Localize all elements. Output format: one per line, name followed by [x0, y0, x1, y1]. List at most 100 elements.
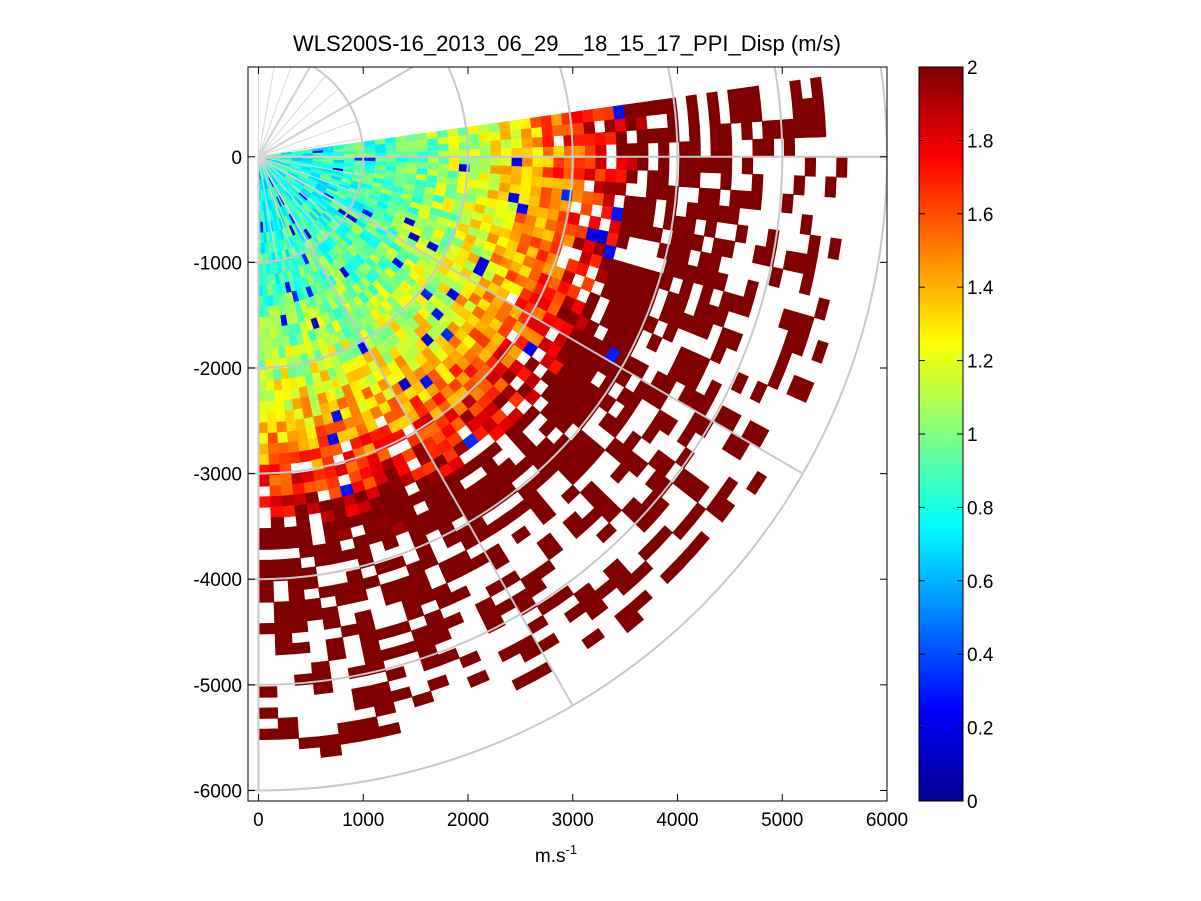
fine-spoke — [258, 156, 340, 226]
data-cell — [641, 211, 656, 228]
data-cell — [501, 147, 513, 158]
data-cell — [574, 156, 586, 169]
data-cell — [258, 380, 267, 392]
data-cell — [605, 131, 617, 145]
data-cell — [322, 616, 342, 630]
x-tick-label: 4000 — [656, 810, 698, 831]
data-cell — [485, 441, 503, 459]
data-cell — [258, 622, 276, 635]
fine-spoke — [258, 67, 311, 158]
x-axis-label: m.s-1 — [535, 842, 577, 867]
data-cell — [291, 472, 305, 485]
data-cell — [284, 409, 296, 422]
data-cell — [264, 327, 272, 339]
data-cell — [633, 196, 647, 212]
data-cell — [614, 181, 627, 196]
data-cell — [581, 109, 595, 123]
y-tick-label: -5000 — [193, 676, 242, 697]
data-cell — [258, 686, 278, 698]
data-cell — [510, 174, 523, 185]
data-cell — [687, 531, 710, 555]
data-cell — [529, 185, 543, 198]
data-cell — [278, 442, 290, 455]
data-cell — [688, 125, 701, 142]
data-cell — [427, 162, 439, 170]
data-cell — [720, 156, 733, 174]
data-cell — [542, 146, 555, 158]
data-cell — [258, 422, 269, 434]
data-cell — [729, 189, 742, 209]
data-cell — [270, 516, 285, 529]
data-cell — [306, 501, 322, 515]
data-cell — [594, 168, 607, 182]
data-cell — [542, 135, 555, 148]
data-cell — [258, 475, 271, 487]
data-cell — [498, 182, 511, 193]
data-cell — [269, 474, 282, 487]
data-cell — [319, 744, 343, 758]
data-cell — [604, 118, 617, 133]
data-cell — [646, 170, 659, 186]
data-cell — [572, 121, 585, 135]
data-cell — [635, 115, 648, 131]
data-cell — [468, 133, 481, 143]
data-cell — [415, 132, 428, 141]
data-cell — [265, 369, 275, 381]
data-cell — [273, 611, 292, 624]
data-cell — [490, 164, 502, 175]
data-cell — [626, 156, 639, 171]
data-cell — [567, 211, 581, 226]
data-cell — [605, 168, 617, 183]
data-cell — [572, 178, 585, 192]
data-cell — [827, 237, 842, 261]
data-cell — [729, 105, 742, 124]
data-cell — [469, 156, 481, 165]
data-cell — [551, 124, 564, 137]
data-cell — [644, 197, 657, 214]
data-cell — [678, 156, 691, 173]
colorbar-tick-label: 0 — [967, 792, 978, 813]
fine-spoke — [258, 156, 295, 257]
fine-spoke — [258, 75, 327, 158]
y-tick-label: -1000 — [193, 253, 242, 274]
data-cell — [266, 411, 278, 424]
data-cell — [571, 189, 584, 203]
data-cell — [290, 620, 309, 634]
data-cell — [813, 297, 831, 321]
data-cell — [783, 137, 796, 158]
data-cell — [683, 216, 697, 235]
data-cell — [275, 643, 294, 656]
data-cell — [658, 141, 670, 158]
data-cell — [595, 156, 607, 170]
data-cell — [427, 143, 439, 152]
data-cell — [277, 716, 299, 730]
data-cell — [687, 109, 700, 127]
data-cell — [542, 166, 555, 178]
data-cell — [521, 156, 534, 167]
data-cell — [761, 120, 774, 140]
colorbar-tick-label: 0.2 — [967, 719, 993, 740]
data-cell — [267, 432, 279, 445]
data-cell — [430, 628, 452, 646]
data-cell — [801, 97, 815, 119]
data-cell — [406, 161, 418, 169]
colorbar — [918, 66, 964, 802]
data-cell — [656, 184, 669, 201]
data-cell — [592, 191, 605, 206]
data-cell — [292, 482, 306, 496]
data-cell — [571, 110, 584, 124]
data-cell — [302, 576, 319, 590]
data-cell — [480, 148, 492, 158]
data-cell — [275, 400, 286, 413]
data-cell — [626, 143, 639, 158]
data-cell — [614, 117, 627, 132]
data-cell — [806, 234, 822, 257]
data-cell — [747, 85, 761, 106]
data-cell — [266, 390, 276, 402]
data-cell — [581, 627, 605, 650]
data-cell — [416, 162, 429, 170]
data-cell — [511, 156, 523, 167]
colorbar-ticks: 0 0.2 0.4 0.6 0.8 1 1.2 1.4 1.6 1.8 2 — [919, 58, 994, 813]
data-cell — [326, 647, 347, 662]
data-cell — [743, 279, 759, 301]
